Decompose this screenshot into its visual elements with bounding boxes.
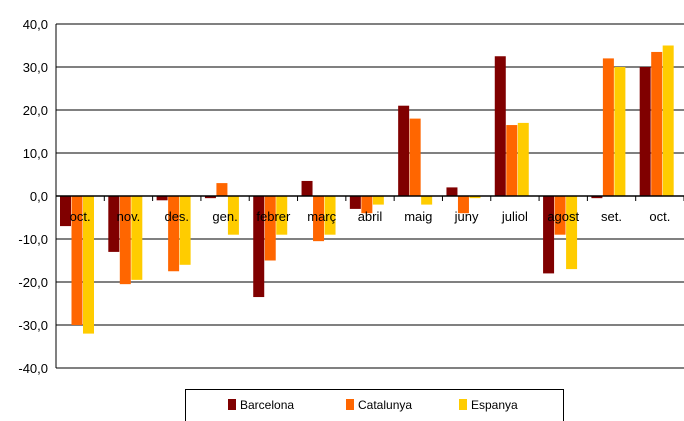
legend-label-espanya: Espanya bbox=[471, 398, 518, 412]
legend-label-barcelona: Barcelona bbox=[240, 398, 294, 412]
bar-espanya-8 bbox=[469, 196, 481, 199]
bar-barcelona-6 bbox=[349, 196, 361, 209]
legend: Barcelona Catalunya Espanya bbox=[185, 389, 564, 421]
y-tick-label: -30,0 bbox=[18, 318, 48, 333]
y-tick-label: -20,0 bbox=[18, 275, 48, 290]
y-tick-label: 0,0 bbox=[30, 189, 48, 204]
bar-catalunya-2 bbox=[168, 196, 180, 272]
x-category-label: març bbox=[307, 209, 336, 224]
bar-catalunya-11 bbox=[602, 58, 614, 197]
bar-catalunya-7 bbox=[409, 118, 421, 196]
bar-espanya-6 bbox=[372, 196, 384, 205]
bar-catalunya-3 bbox=[216, 183, 228, 196]
legend-box bbox=[185, 389, 564, 421]
bar-espanya-4 bbox=[276, 196, 288, 235]
x-category-labels: oct. nov. des. gen. febrer març abril maig juny j… bbox=[70, 209, 671, 224]
bar-espanya-11 bbox=[614, 67, 626, 196]
bar-espanya-2 bbox=[179, 196, 191, 265]
bar-espanya-9 bbox=[517, 122, 529, 196]
bar-espanya-10 bbox=[566, 196, 578, 270]
legend-swatch-barcelona bbox=[228, 399, 236, 410]
bar-barcelona-12 bbox=[639, 67, 651, 196]
bar-catalunya-8 bbox=[457, 196, 469, 214]
bar-catalunya-5 bbox=[313, 196, 325, 242]
bar-espanya-12 bbox=[662, 45, 674, 196]
x-category-label: nov. bbox=[117, 209, 141, 224]
bar-barcelona-2 bbox=[156, 196, 168, 201]
x-category-label: oct. bbox=[649, 209, 670, 224]
bar-barcelona-4 bbox=[253, 196, 265, 298]
x-category-label: gen. bbox=[212, 209, 237, 224]
y-tick-label: 40,0 bbox=[23, 17, 48, 32]
bar-espanya-7 bbox=[421, 196, 433, 205]
bar-espanya-5 bbox=[324, 196, 336, 235]
bar-catalunya-6 bbox=[361, 196, 373, 214]
bar-catalunya-12 bbox=[651, 51, 663, 197]
bar-barcelona-7 bbox=[398, 105, 410, 196]
x-category-label: maig bbox=[404, 209, 432, 224]
y-tick-label: 30,0 bbox=[23, 60, 48, 75]
y-tick-label: 10,0 bbox=[23, 146, 48, 161]
legend-label-catalunya: Catalunya bbox=[358, 398, 412, 412]
bar-catalunya-0 bbox=[71, 196, 83, 325]
y-tick-label: -40,0 bbox=[18, 361, 48, 376]
x-category-label: febrer bbox=[256, 209, 291, 224]
bar-barcelona-11 bbox=[591, 196, 603, 199]
bar-catalunya-9 bbox=[506, 125, 518, 196]
bar-catalunya-10 bbox=[554, 196, 566, 235]
bar-catalunya-4 bbox=[264, 196, 276, 261]
bar-espanya-1 bbox=[131, 196, 143, 280]
bar-espanya-0 bbox=[83, 196, 94, 334]
bar-barcelona-3 bbox=[204, 196, 216, 199]
bar-barcelona-10 bbox=[543, 196, 555, 274]
y-tick-label: -10,0 bbox=[18, 232, 48, 247]
bar-catalunya-1 bbox=[119, 196, 131, 285]
bar-barcelona-5 bbox=[301, 180, 313, 196]
x-category-label: juliol bbox=[501, 209, 528, 224]
x-category-label: juny bbox=[454, 209, 479, 224]
y-tick-labels: -40,0 -30,0 -20,0 -10,0 0,0 10,0 20,0 30,0 40,0 bbox=[18, 17, 48, 376]
x-category-label: des. bbox=[164, 209, 189, 224]
x-category-label: agost bbox=[547, 209, 579, 224]
bars bbox=[60, 45, 674, 334]
bar-barcelona-1 bbox=[108, 196, 120, 252]
y-tick-label: 20,0 bbox=[23, 103, 48, 118]
x-category-label: set. bbox=[601, 209, 622, 224]
x-category-label: oct. bbox=[70, 209, 91, 224]
axes bbox=[55, 24, 684, 368]
legend-swatch-espanya bbox=[459, 399, 467, 410]
legend-swatch-catalunya bbox=[346, 399, 354, 410]
bar-espanya-3 bbox=[227, 196, 239, 235]
x-category-label: abril bbox=[358, 209, 383, 224]
bar-barcelona-8 bbox=[446, 187, 458, 196]
bar-barcelona-0 bbox=[60, 196, 71, 227]
bar-barcelona-9 bbox=[494, 56, 506, 196]
